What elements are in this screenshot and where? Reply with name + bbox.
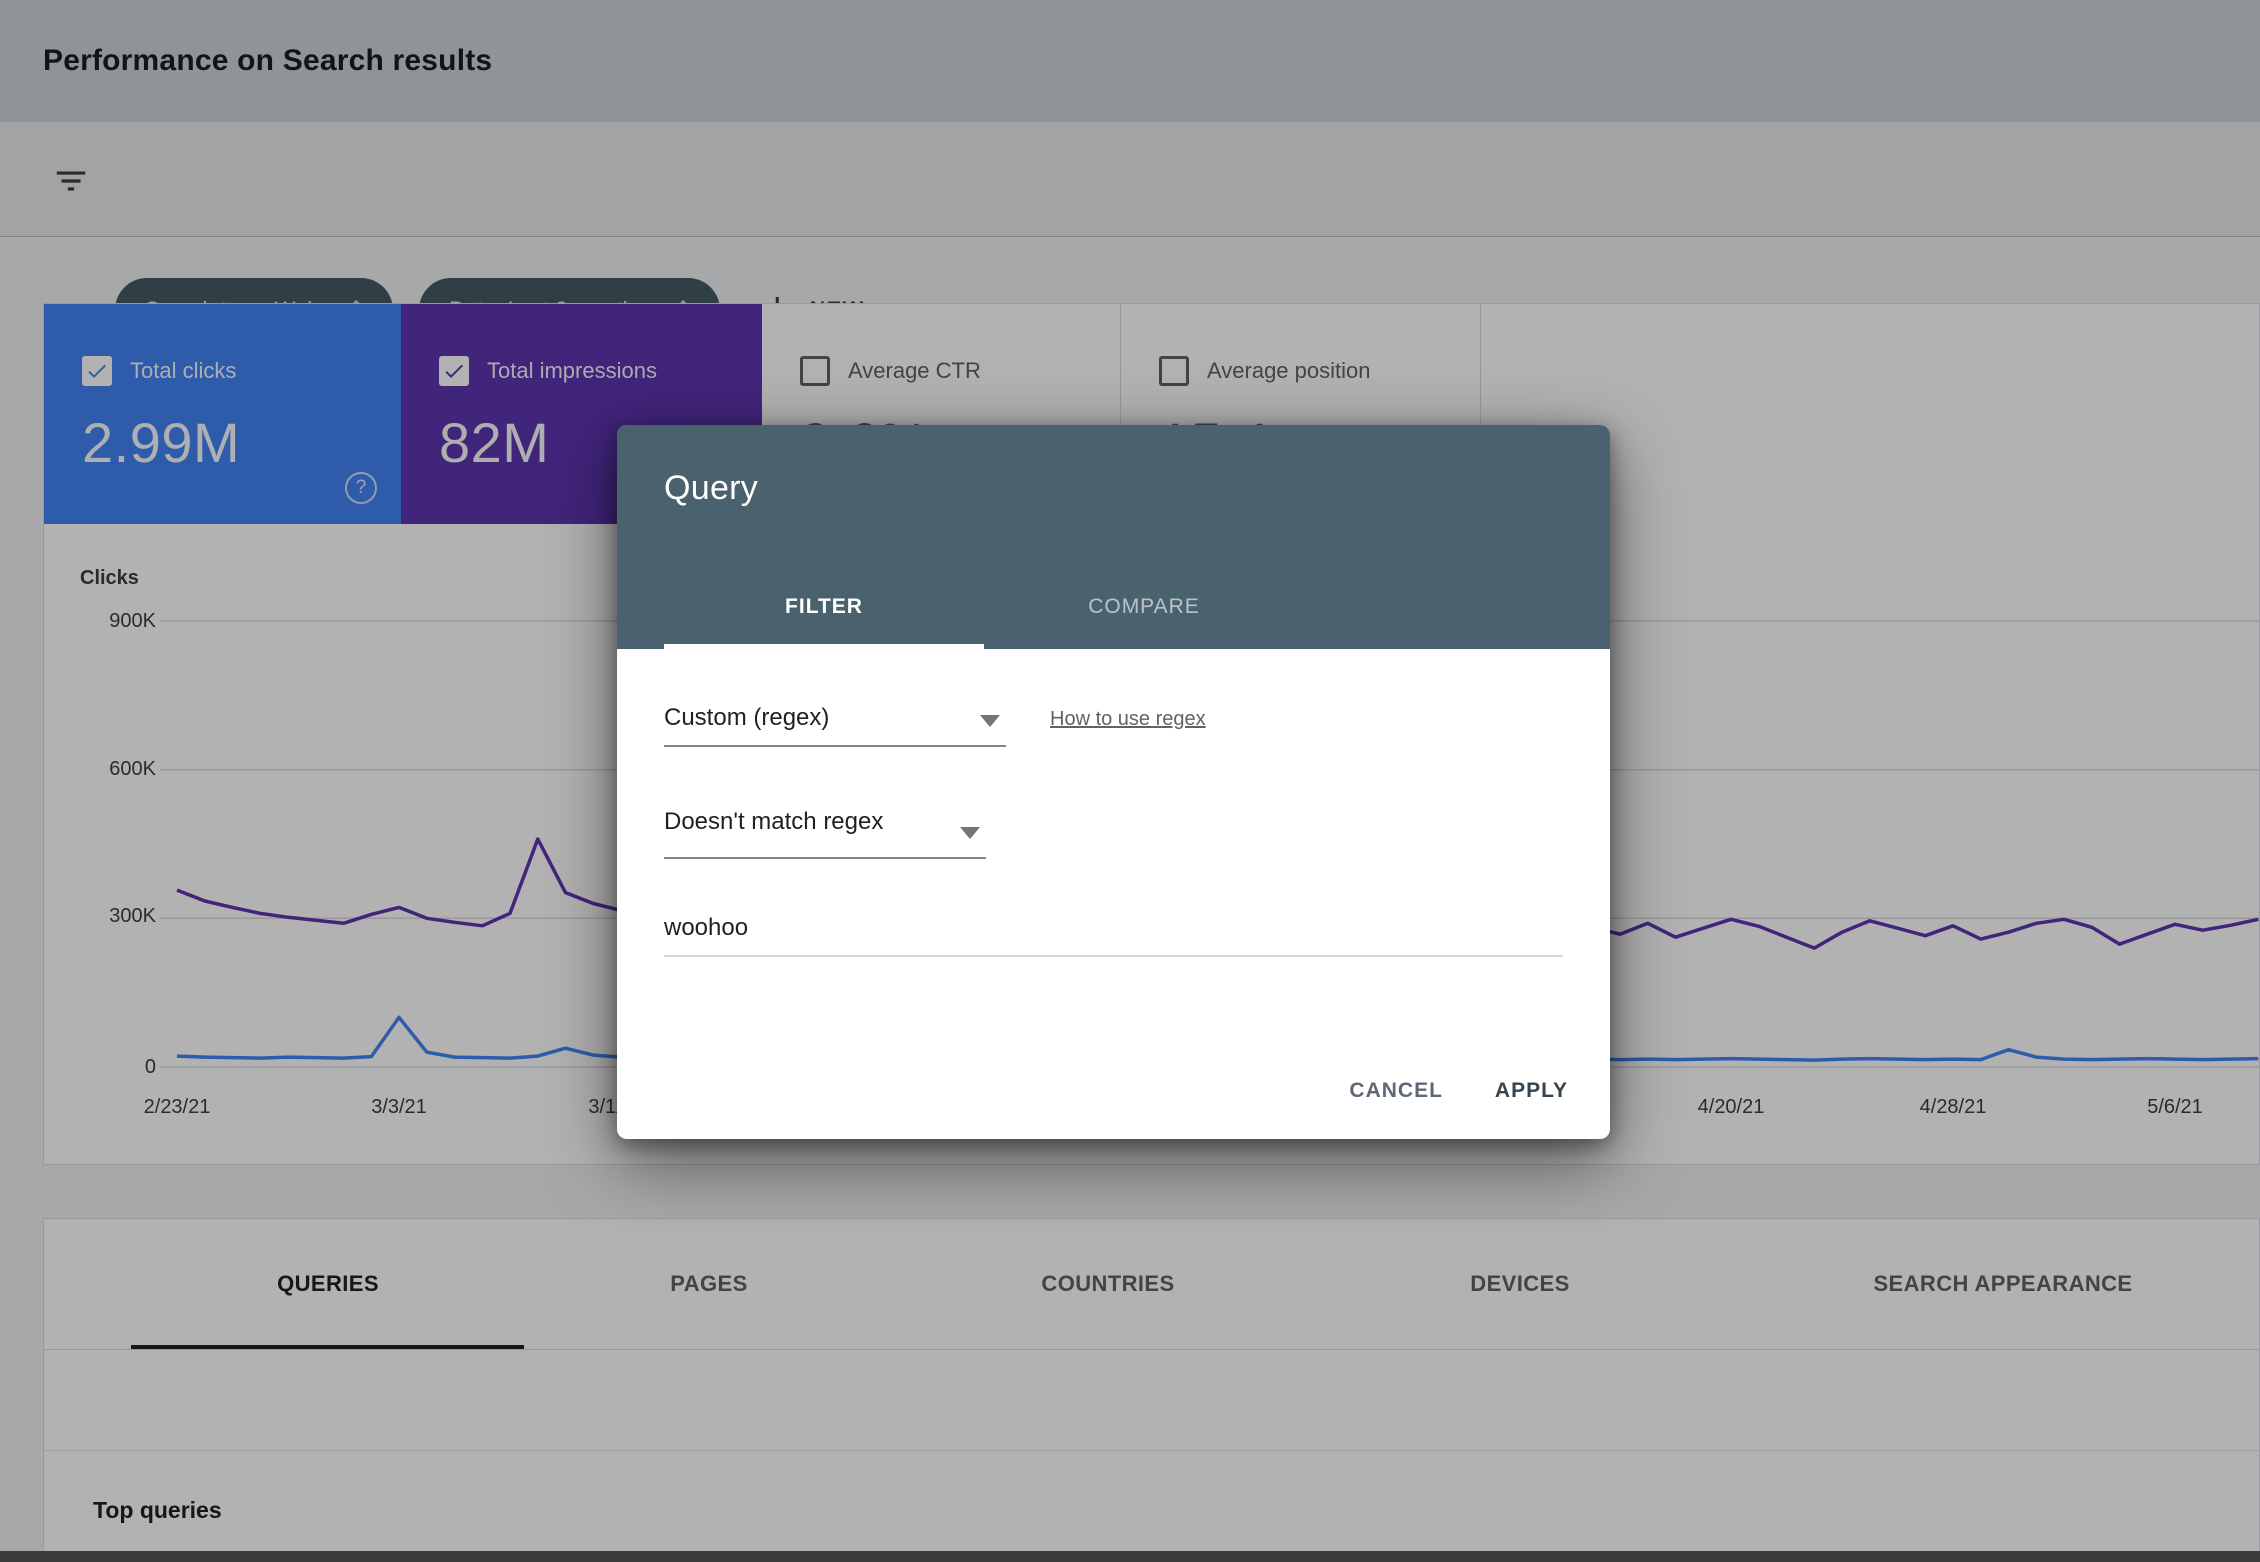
tab-filter[interactable]: FILTER bbox=[785, 595, 863, 618]
active-tab-underline bbox=[664, 644, 984, 649]
tab-compare[interactable]: COMPARE bbox=[1088, 595, 1200, 618]
x-axis-tick-label: 3/3/21 bbox=[371, 1096, 427, 1118]
y-axis-tick-label: 0 bbox=[144, 1056, 156, 1078]
divider bbox=[44, 1450, 2259, 1451]
match-type-value: Doesn't match regex bbox=[664, 808, 884, 835]
metric-tile-head: Average position bbox=[1159, 356, 1371, 386]
dialog-header: Query FILTER COMPARE bbox=[617, 425, 1610, 649]
checkbox-total-clicks[interactable] bbox=[82, 356, 112, 386]
dialog-title: Query bbox=[664, 469, 759, 507]
chart-y-axis-title: Clicks bbox=[80, 567, 139, 589]
metric-tile-head: Average CTR bbox=[800, 356, 981, 386]
metric-value: 2.99M bbox=[82, 411, 241, 474]
checkbox-average-position[interactable] bbox=[1159, 356, 1189, 386]
check-icon bbox=[445, 364, 463, 378]
filter-type-value: Custom (regex) bbox=[664, 704, 830, 731]
tab-pages[interactable]: PAGES bbox=[670, 1271, 748, 1296]
x-axis-tick-label: 5/6/21 bbox=[2147, 1096, 2203, 1118]
dialog-body: Custom (regex) How to use regex Doesn't … bbox=[617, 703, 1610, 957]
dialog-footer: CANCEL APPLY bbox=[617, 1043, 1610, 1139]
x-axis-tick-label: 2/23/21 bbox=[143, 1096, 211, 1118]
metric-value: 82M bbox=[439, 411, 550, 474]
active-tab-underline bbox=[131, 1345, 524, 1349]
table-title: Top queries bbox=[93, 1497, 222, 1523]
dimensions-card: QUERIES PAGES COUNTRIES DEVICES SEARCH A… bbox=[43, 1218, 2260, 1562]
regex-help-link[interactable]: How to use regex bbox=[1050, 708, 1206, 730]
cancel-button[interactable]: CANCEL bbox=[1349, 1079, 1443, 1102]
page-title: Performance on Search results bbox=[43, 44, 493, 77]
match-type-select[interactable]: Doesn't match regex bbox=[664, 807, 986, 859]
table-header-strip bbox=[0, 1551, 2260, 1562]
dropdown-arrow-icon bbox=[960, 827, 980, 839]
filter-type-select[interactable]: Custom (regex) bbox=[664, 703, 1006, 747]
metric-label: Total impressions bbox=[487, 358, 657, 383]
y-axis-tick-label: 900K bbox=[109, 610, 156, 632]
metric-tile-total-impressions[interactable]: Total impressions 82M bbox=[401, 304, 762, 524]
metric-tile-head: Total impressions bbox=[439, 356, 657, 386]
y-axis-tick-label: 600K bbox=[109, 758, 156, 780]
metric-label: Total clicks bbox=[130, 358, 237, 383]
metric-tile-head: Total clicks bbox=[82, 356, 236, 386]
metric-tile-total-clicks[interactable]: Total clicks 2.99M bbox=[44, 304, 401, 524]
metric-label: Average CTR bbox=[848, 358, 981, 383]
checkbox-average-ctr[interactable] bbox=[800, 356, 830, 386]
help-icon[interactable] bbox=[345, 472, 377, 504]
divider bbox=[44, 1349, 2259, 1350]
filter-type-row: Custom (regex) How to use regex bbox=[664, 703, 1563, 747]
y-axis-tick-label: 300K bbox=[109, 905, 156, 927]
metric-label: Average position bbox=[1207, 358, 1371, 383]
tab-devices[interactable]: DEVICES bbox=[1470, 1271, 1570, 1296]
tab-queries[interactable]: QUERIES bbox=[277, 1271, 379, 1296]
query-filter-dialog: Query FILTER COMPARE Custom (regex) How … bbox=[617, 425, 1610, 1139]
dropdown-arrow-icon bbox=[980, 715, 1000, 727]
checkbox-total-impressions[interactable] bbox=[439, 356, 469, 386]
regex-value-input[interactable] bbox=[664, 913, 1563, 957]
filter-list-icon[interactable] bbox=[52, 162, 90, 200]
x-axis-tick-label: 4/20/21 bbox=[1697, 1096, 1765, 1118]
tab-search-appearance[interactable]: SEARCH APPEARANCE bbox=[1873, 1271, 2133, 1296]
check-icon bbox=[88, 364, 106, 378]
apply-button[interactable]: APPLY bbox=[1494, 1079, 1568, 1102]
x-axis-tick-label: 4/28/21 bbox=[1919, 1096, 1987, 1118]
app-header: Performance on Search results bbox=[0, 0, 2260, 122]
tab-countries[interactable]: COUNTRIES bbox=[1041, 1271, 1175, 1296]
